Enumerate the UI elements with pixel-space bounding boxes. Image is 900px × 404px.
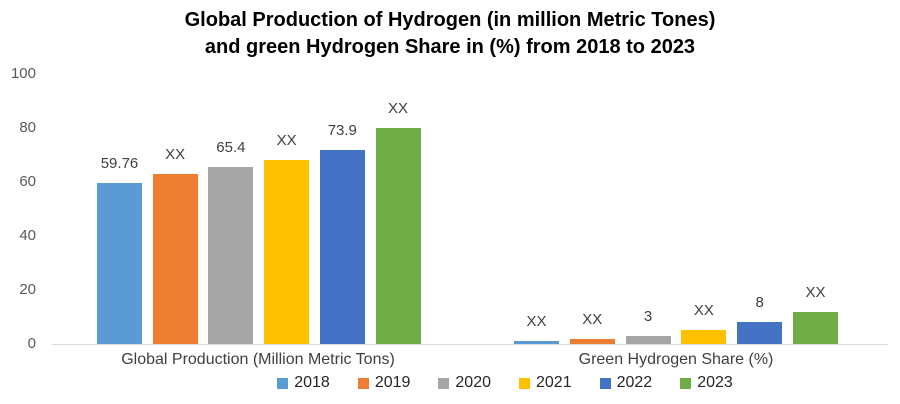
legend-label-2022: 2022 [616,374,653,391]
bar-value-label-2018-green-share: XX [526,313,547,330]
legend-swatch-2019 [357,377,369,389]
bar-2019-global-production [152,174,198,344]
legend-item-2021: 2021 [519,375,572,391]
bar-value-label-2021-green-share: XX [693,302,714,319]
bar-value-label-2022-global-production: 73.9 [327,122,357,139]
legend-item-2019: 2019 [357,374,411,391]
bar-value-label-2020-global-production: 65.4 [216,139,246,156]
bar-value-label-2023-green-share: XX [805,284,826,301]
bar-value-label-2018-global-production: 59.76 [100,155,139,172]
y-axis-tick-80: 80 [19,119,36,136]
y-axis-tick-60: 60 [19,173,36,190]
chart-title-line2: and green Hydrogen Share in (%) from 201… [204,36,696,58]
category-label-green-share: Green Hydrogen Share (%) [578,351,774,368]
bar-2021-green-share [681,330,727,344]
legend-item-2023: 2023 [680,375,733,391]
legend-item-2022: 2022 [599,374,653,391]
legend-label-2021: 2021 [536,374,572,391]
legend-item-2020: 2020 [438,375,491,391]
chart-title: Global Production of Hydrogen (in millio… [0,7,900,61]
bar-value-label-2019-global-production: XX [165,146,186,163]
legend-swatch-2023 [680,377,692,389]
bar-value-label-2023-global-production: XX [387,100,408,117]
bar-2018-global-production [97,183,142,344]
chart-title-line1: Global Production of Hydrogen (in millio… [184,9,716,31]
y-axis-tick-20: 20 [19,281,36,298]
y-axis-tick-100: 100 [10,65,36,82]
bar-value-label-2022-green-share: 8 [755,294,764,311]
legend-swatch-2022 [599,377,611,389]
bar-2022-green-share [737,322,783,344]
x-axis-line [52,344,888,345]
bar-2020-green-share [625,336,671,344]
bar-2022-global-production [319,150,365,344]
bar-2021-global-production [264,160,310,344]
y-axis-tick-0: 0 [27,335,36,352]
bar-value-label-2019-green-share: XX [582,311,603,328]
legend-label-2018: 2018 [294,374,330,391]
bar-2023-green-share [793,312,838,344]
category-label-global-production: Global Production (Million Metric Tons) [121,351,395,368]
legend-label-2023: 2023 [697,374,733,391]
legend-label-2019: 2019 [374,374,411,391]
legend-item-2018: 2018 [277,375,330,391]
bar-2020-global-production [208,167,254,344]
bar-2019-green-share [569,339,615,344]
legend-swatch-2020 [438,377,450,389]
legend-swatch-2021 [519,377,530,389]
bar-value-label-2021-global-production: XX [276,132,297,149]
bar-value-label-2020-green-share: 3 [643,308,653,325]
y-axis-tick-40: 40 [19,227,36,244]
legend: 2018 2019 2020 2021 2022 2023 [110,375,900,391]
legend-label-2020: 2020 [455,374,491,391]
legend-swatch-2018 [277,377,289,389]
bar-2018-green-share [514,341,559,344]
bar-2023-global-production [375,128,421,344]
